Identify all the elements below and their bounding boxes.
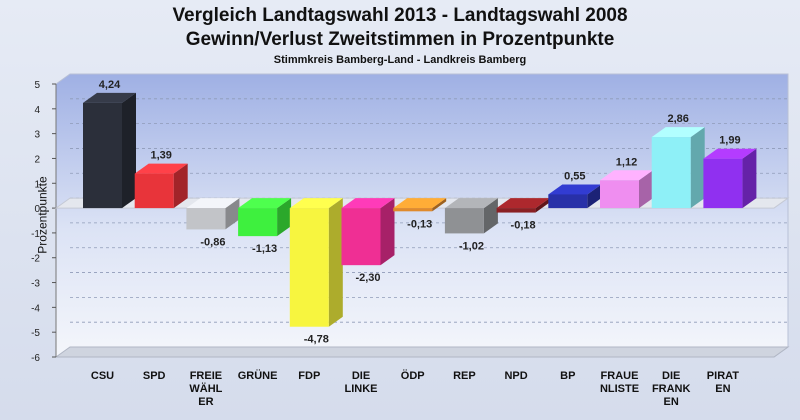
bar	[134, 163, 188, 209]
x-tick-label: ÖDP	[401, 369, 425, 382]
bar-side	[225, 198, 240, 230]
chart-title-line2: Gewinn/Verlust Zweitstimmen in Prozentpu…	[185, 29, 615, 50]
chart-subtitle: Stimmkreis Bamberg-Land - Landkreis Bamb…	[273, 54, 527, 66]
x-tick-label: CSU	[91, 370, 114, 382]
bar-side	[432, 198, 447, 212]
x-tick-label: SPD	[143, 370, 166, 382]
bar-front	[496, 208, 536, 213]
bar-front	[444, 208, 484, 234]
bar	[651, 127, 705, 209]
data-label: 1,39	[150, 150, 171, 162]
bar-side	[639, 170, 653, 209]
data-label: 2,86	[667, 113, 688, 125]
bar	[444, 198, 498, 234]
bar	[83, 92, 136, 209]
y-tick-label: -1	[31, 229, 40, 240]
bar-top	[289, 198, 343, 209]
bar-side	[535, 198, 550, 213]
bar-top	[703, 148, 757, 159]
y-tick-label: 4	[34, 105, 40, 116]
bar-front	[341, 208, 381, 266]
bar	[238, 198, 292, 237]
y-tick-label: -6	[31, 353, 40, 364]
bar-front	[600, 180, 639, 209]
x-tick-label: BP	[560, 370, 575, 382]
x-tick-label: FDP	[298, 370, 320, 382]
bar-top	[83, 92, 136, 103]
y-axis-label: Prozentpunkte	[35, 176, 50, 254]
bar-front	[83, 102, 122, 209]
bar-top	[548, 184, 602, 195]
y-tick-label: -4	[31, 303, 40, 314]
bar-top	[341, 198, 395, 209]
bar	[548, 184, 602, 209]
y-tick-label: 3	[34, 130, 40, 141]
chart-title: Vergleich Landtagswahl 2013 - Landtagswa…	[172, 5, 628, 26]
x-tick-label: PIRAT EN	[707, 370, 739, 395]
bar-side	[690, 127, 705, 209]
y-tick-label: 2	[34, 154, 40, 165]
x-tick-label: DIE FRANK EN	[652, 370, 691, 408]
bar-side	[328, 198, 343, 327]
data-label: 1,12	[616, 156, 637, 168]
data-label: 1,99	[719, 135, 740, 147]
bar	[186, 198, 240, 230]
bar-front	[134, 173, 174, 209]
bar	[600, 170, 653, 209]
bar-side	[380, 198, 395, 266]
bar-front	[651, 137, 691, 209]
bar-top	[496, 198, 550, 209]
data-label: -0,18	[511, 220, 536, 232]
bar-side	[483, 198, 498, 234]
bar-side	[277, 198, 292, 237]
y-tick-label: -5	[31, 328, 40, 339]
bar-top	[600, 170, 653, 181]
bar	[289, 198, 343, 327]
bar-top	[651, 127, 705, 138]
bar-front	[289, 208, 329, 327]
bar	[393, 198, 447, 212]
bar-side	[173, 163, 188, 209]
bar-side	[122, 92, 136, 209]
y-tick-label: -2	[31, 254, 40, 265]
bar-top	[134, 163, 188, 174]
bar-side	[742, 148, 757, 209]
y-tick-label: -3	[31, 279, 40, 290]
data-label: -0,86	[200, 236, 225, 248]
bar-front	[186, 208, 226, 230]
bar	[341, 198, 395, 266]
bar-side	[587, 184, 602, 209]
x-tick-label: NPD	[504, 370, 527, 382]
plot-floor	[54, 346, 790, 358]
y-tick-label: 0	[34, 204, 40, 215]
x-tick-label: FREIE WÄHL ER	[189, 370, 222, 408]
data-label: -1,13	[252, 243, 277, 255]
x-tick-label: FRAUE NLISTE	[600, 370, 639, 395]
data-label: -1,02	[459, 240, 484, 252]
bar-front	[393, 208, 433, 212]
data-label: -2,30	[355, 272, 380, 284]
x-tick-label: GRÜNE	[238, 369, 278, 382]
bar	[703, 148, 757, 209]
data-label: 4,24	[99, 79, 121, 91]
x-tick-label: REP	[453, 370, 476, 382]
bar-top	[186, 198, 240, 209]
data-label: 0,55	[564, 170, 585, 182]
bar-front	[548, 194, 588, 209]
x-tick-label: DIE LINKE	[345, 370, 378, 395]
data-label: -0,13	[407, 218, 432, 230]
bar	[496, 198, 550, 213]
y-tick-label: 5	[34, 80, 40, 91]
bar-front	[238, 208, 278, 237]
data-label: -4,78	[304, 334, 329, 346]
bar-top	[393, 198, 447, 209]
bar-top	[444, 198, 498, 209]
bar-top	[238, 198, 292, 209]
bar-front	[703, 158, 743, 209]
y-tick-label: 1	[34, 179, 40, 190]
